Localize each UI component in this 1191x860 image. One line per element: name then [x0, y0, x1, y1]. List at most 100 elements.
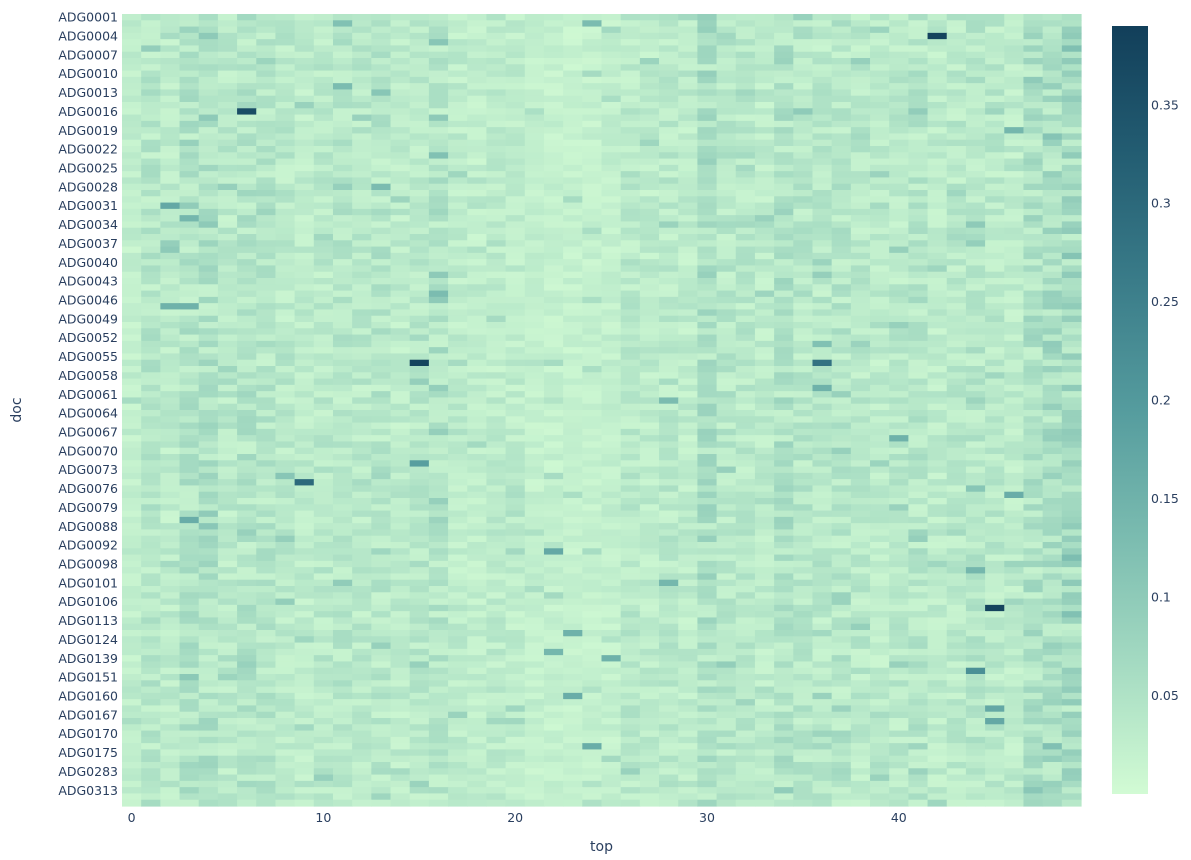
- heatmap-cell: [122, 403, 142, 411]
- heatmap-cell: [332, 403, 353, 411]
- heatmap-cell: [659, 630, 679, 637]
- heatmap-cell: [659, 146, 679, 153]
- heatmap-cell: [409, 108, 430, 116]
- heatmap-cell: [620, 240, 641, 248]
- heatmap-cell: [543, 498, 564, 505]
- heatmap-cell: [793, 403, 814, 411]
- heatmap-cell: [754, 510, 775, 518]
- heatmap-cell: [735, 120, 756, 128]
- heatmap-cell: [850, 58, 871, 65]
- heatmap-cell: [294, 152, 315, 160]
- heatmap-cell: [543, 592, 564, 600]
- heatmap-cell: [1061, 617, 1082, 625]
- heatmap-cell: [332, 579, 353, 587]
- heatmap-cell: [927, 504, 948, 512]
- heatmap-cell: [965, 146, 986, 153]
- heatmap-cell: [179, 447, 200, 455]
- heatmap-cell: [965, 604, 986, 612]
- heatmap-cell: [965, 39, 986, 47]
- heatmap-cell: [1061, 58, 1082, 65]
- heatmap-cell: [1004, 472, 1025, 480]
- heatmap-cell: [908, 171, 929, 179]
- heatmap-cell: [582, 372, 603, 380]
- heatmap-cell: [601, 416, 622, 424]
- heatmap-cell: [793, 617, 814, 625]
- heatmap-cell: [697, 592, 718, 600]
- heatmap-cell: [1023, 617, 1044, 625]
- heatmap-cell: [256, 120, 277, 128]
- heatmap-cell: [639, 139, 660, 147]
- heatmap-cell: [582, 359, 603, 367]
- heatmap-cell: [812, 416, 833, 424]
- heatmap-cell: [198, 89, 219, 97]
- heatmap-cell: [735, 454, 756, 461]
- heatmap-cell: [563, 422, 583, 430]
- heatmap-cell: [716, 227, 737, 235]
- heatmap-cell: [965, 592, 986, 600]
- heatmap-cell: [448, 359, 468, 367]
- heatmap-cell: [965, 20, 986, 28]
- heatmap-cell: [428, 523, 449, 531]
- heatmap-cell: [774, 391, 794, 399]
- heatmap-cell: [563, 466, 583, 474]
- heatmap-cell: [198, 410, 219, 417]
- heatmap-cell: [793, 428, 814, 436]
- heatmap-cell: [850, 120, 871, 128]
- heatmap-cell: [659, 76, 679, 84]
- heatmap-cell: [332, 215, 353, 223]
- heatmap-cell: [237, 158, 257, 166]
- heatmap-cell: [543, 202, 564, 210]
- heatmap-cell: [639, 403, 660, 411]
- heatmap-cell: [639, 70, 660, 78]
- heatmap-cell: [985, 252, 1005, 260]
- heatmap-cell: [179, 158, 200, 166]
- heatmap-cell: [908, 410, 929, 417]
- heatmap-cell: [543, 127, 564, 135]
- heatmap-cell: [774, 227, 794, 235]
- heatmap-cell: [294, 617, 315, 625]
- heatmap-cell: [543, 510, 564, 518]
- heatmap-cell: [313, 240, 334, 248]
- heatmap-cell: [217, 366, 238, 373]
- heatmap-cell: [812, 391, 833, 399]
- heatmap-cell: [831, 410, 852, 417]
- heatmap-cell: [716, 359, 737, 367]
- heatmap-cell: [179, 586, 200, 593]
- heatmap-cell: [985, 139, 1005, 147]
- heatmap-cell: [927, 14, 948, 21]
- heatmap-cell: [371, 190, 392, 197]
- heatmap-cell: [352, 554, 372, 562]
- heatmap-cell: [946, 127, 967, 135]
- heatmap-cell: [141, 491, 161, 499]
- heatmap-cell: [716, 215, 737, 223]
- heatmap-cell: [486, 529, 507, 537]
- heatmap-cell: [620, 26, 641, 34]
- heatmap-cell: [543, 416, 564, 424]
- heatmap-cell: [563, 26, 583, 34]
- heatmap-cell: [467, 278, 488, 285]
- heatmap-cell: [122, 284, 142, 292]
- heatmap-cell: [313, 265, 334, 273]
- heatmap-cell: [313, 20, 334, 28]
- heatmap-cell: [505, 240, 526, 248]
- heatmap-cell: [371, 32, 392, 40]
- heatmap-cell: [678, 252, 698, 260]
- heatmap-cell: [428, 441, 449, 449]
- heatmap-cell: [1004, 32, 1025, 40]
- heatmap-cell: [179, 479, 200, 487]
- heatmap-cell: [850, 516, 871, 524]
- heatmap-cell: [889, 114, 909, 122]
- heatmap-cell: [946, 177, 967, 185]
- heatmap-cell: [543, 353, 564, 361]
- heatmap-cell: [908, 227, 929, 235]
- heatmap-cell: [505, 32, 526, 40]
- heatmap-cell: [735, 89, 756, 97]
- heatmap-cell: [735, 202, 756, 210]
- heatmap-cell: [1023, 51, 1044, 59]
- heatmap-cell: [237, 39, 257, 47]
- heatmap-cell: [371, 472, 392, 480]
- heatmap-cell: [754, 120, 775, 128]
- heatmap-cell: [332, 479, 353, 487]
- heatmap-cell: [122, 290, 142, 298]
- heatmap-cell: [428, 190, 449, 197]
